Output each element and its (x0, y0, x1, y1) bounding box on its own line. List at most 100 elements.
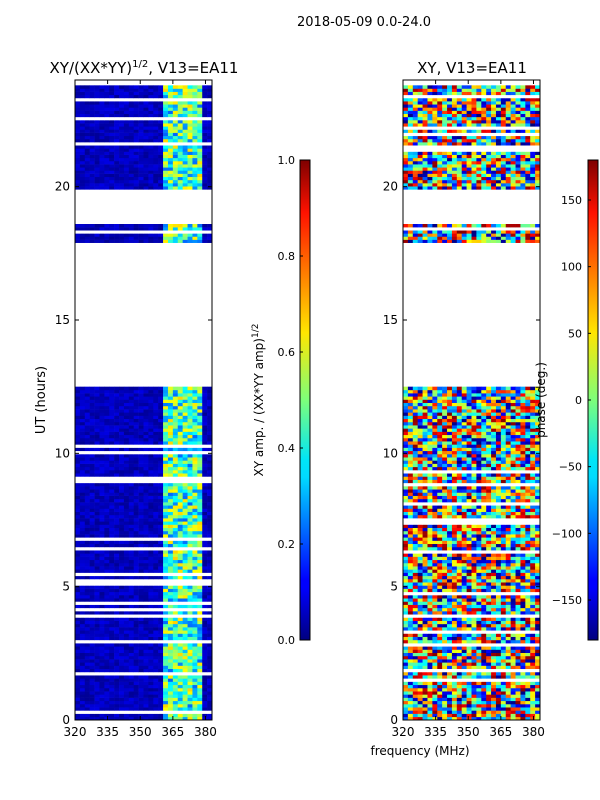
amp-heatmap-cell (187, 562, 193, 567)
amp-heatmap-cell (192, 393, 198, 397)
amp-heatmap-cell (163, 409, 169, 413)
amp-heatmap-cell (75, 559, 81, 564)
amp-heatmap-cell (79, 470, 86, 474)
phase-heatmap-cell (491, 636, 497, 641)
amp-heatmap-cell (89, 710, 95, 714)
phase-heatmap-cell (422, 639, 428, 644)
amp-heatmap-cell (202, 104, 208, 108)
phase-heatmap-cell (466, 662, 472, 666)
phase-heatmap-cell (422, 614, 428, 618)
amp-heatmap-cell (133, 566, 139, 570)
amp-heatmap-cell (138, 614, 144, 618)
amp-heatmap-cell (177, 482, 183, 487)
amp-heatmap-cell (128, 466, 135, 471)
phase-heatmap-cell (403, 671, 409, 676)
phase-heatmap-cell (530, 662, 536, 666)
amp-heatmap-cell (207, 142, 213, 146)
amp-heatmap-cell (163, 479, 169, 484)
amp-heatmap-cell (197, 425, 203, 429)
phase-heatmap-cell (412, 691, 418, 695)
amp-heatmap-cell (75, 659, 81, 663)
phase-heatmap-cell (427, 675, 433, 679)
phase-heatmap-cell (442, 659, 448, 663)
amp-heatmap-cell (177, 393, 183, 397)
amp-heatmap-cell (182, 113, 188, 118)
amp-heatmap-cell (143, 553, 149, 557)
amp-heatmap-cell (192, 508, 198, 512)
phase-heatmap-cell (486, 665, 492, 670)
phase-heatmap-cell (530, 678, 536, 682)
amp-heatmap-cell (153, 479, 159, 484)
amp-heatmap-cell (187, 495, 193, 500)
amp-heatmap-cell (177, 460, 183, 464)
amp-heatmap-cell (89, 636, 95, 641)
amp-heatmap-cell (153, 514, 159, 519)
phase-heatmap-cell (471, 675, 477, 679)
amp-heatmap-cell (192, 627, 198, 631)
amp-heatmap-cell (187, 540, 193, 545)
amp-heatmap-cell (123, 585, 130, 589)
amp-heatmap-cell (75, 470, 81, 474)
phase-heatmap-cell (461, 668, 467, 673)
amp-heatmap-cell (123, 460, 130, 464)
amp-heatmap-cell (177, 418, 183, 423)
amp-heatmap-cell (163, 453, 169, 458)
amp-heatmap-cell (143, 91, 149, 96)
amp-heatmap-cell (177, 104, 183, 108)
amp-heatmap-cell (99, 556, 105, 561)
amp-heatmap-cell (138, 154, 144, 159)
amp-heatmap-cell (114, 409, 120, 413)
phase-heatmap-cell (515, 691, 521, 695)
phase-heatmap-cell (442, 649, 448, 653)
amp-heatmap-cell (167, 601, 174, 605)
amp-heatmap-cell (192, 148, 198, 152)
amp-heatmap-cell (104, 559, 110, 564)
amp-heatmap-cell (104, 154, 110, 159)
phase-heatmap-cell (495, 659, 502, 663)
amp-heatmap-cell (197, 476, 203, 480)
amp-heatmap-cell (187, 107, 193, 111)
amp-heatmap-cell (94, 444, 100, 448)
amp-heatmap-cell (207, 479, 213, 484)
amp-heatmap-cell (163, 524, 169, 528)
amp-heatmap-cell (192, 224, 198, 228)
amp-heatmap-cell (187, 694, 193, 698)
amp-heatmap-cell (138, 598, 144, 602)
amp-heatmap-cell (104, 402, 110, 407)
phase-heatmap-cell (476, 643, 482, 647)
amp-heatmap-cell (133, 173, 139, 178)
amp-heatmap-cell (123, 659, 130, 663)
phase-heatmap-cell (481, 671, 487, 676)
amp-heatmap-cell (197, 691, 203, 695)
amp-heatmap-cell (123, 167, 130, 171)
amp-heatmap-cell (119, 431, 125, 436)
amp-heatmap-cell (94, 550, 100, 554)
amp-heatmap-cell (187, 183, 193, 187)
phase-heatmap-cell (481, 659, 487, 663)
phase-heatmap-cell (403, 691, 409, 695)
phase-heatmap-cell (510, 636, 516, 641)
amp-heatmap-cell (84, 623, 90, 628)
amp-heatmap-cell (172, 396, 179, 400)
amp-heatmap-cell (138, 186, 144, 190)
amp-heatmap-cell (89, 479, 95, 484)
amp-heatmap-cell (172, 502, 179, 506)
amp-heatmap-cell (182, 652, 188, 657)
phase-heatmap-cell (422, 694, 428, 698)
amp-heatmap-cell (172, 623, 179, 628)
phase-heatmap-cell (427, 694, 433, 698)
amp-heatmap-cell (114, 665, 120, 670)
amp-heatmap-cell (84, 227, 90, 231)
amp-heatmap-cell (182, 665, 188, 670)
amp-heatmap-cell (197, 585, 203, 589)
amp-heatmap-cell (202, 668, 208, 673)
amp-heatmap-cell (94, 386, 100, 391)
amp-heatmap-cell (143, 652, 149, 657)
amp-heatmap-cell (148, 129, 154, 133)
amp-heatmap-cell (177, 405, 183, 410)
amp-heatmap-cell (148, 97, 154, 102)
amp-heatmap-cell (104, 518, 110, 522)
amp-heatmap-cell (187, 524, 193, 528)
amp-heatmap-cell (104, 575, 110, 580)
phase-heatmap-cell (530, 707, 536, 711)
